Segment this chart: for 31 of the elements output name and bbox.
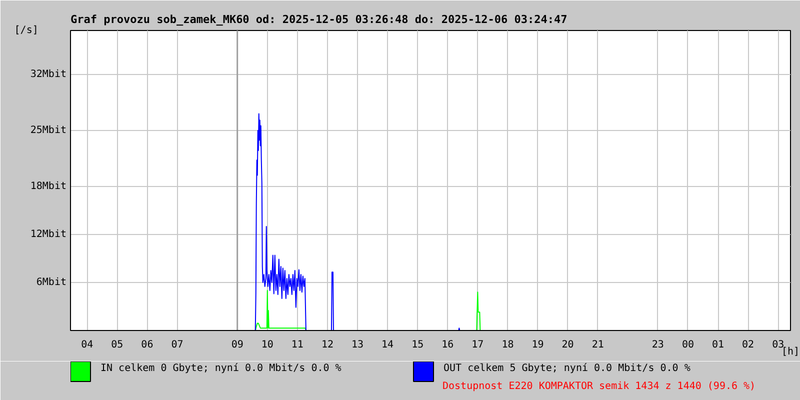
x-tick-label: 21 — [592, 340, 604, 350]
y-tick-label: 18Mbit — [30, 181, 66, 192]
x-tick-label: 17 — [472, 340, 484, 350]
x-tick-label: 05 — [111, 340, 124, 350]
x-tick-label: 04 — [81, 340, 94, 350]
text: Dostupnost E220 KOMPAKTOR semik 1434 z 1440 (99.6 %) — [442, 381, 756, 392]
x-tick-label: 00 — [682, 340, 694, 350]
x-tick-label: 11 — [291, 340, 304, 350]
y-axis-title: [/s] — [14, 25, 38, 36]
legend-label: OUT celkem 5 Gbyte; nyní 0.0 Mbit/s 0.0 % — [444, 363, 690, 374]
legend-label: IN celkem 0 Gbyte; nyní 0.0 Mbit/s 0.0 % — [100, 363, 342, 374]
x-tick-label: 10 — [261, 340, 274, 350]
x-tick-label: 13 — [351, 340, 364, 350]
chart-title: Graf provozu sob_zamek_MK60 od: 2025-12-05 03:26:48 do: 2025-12-06 03:24:47 — [70, 13, 568, 26]
x-tick-label: 01 — [712, 340, 724, 350]
x-tick-label: 20 — [562, 340, 574, 350]
y-tick-label: 6Mbit — [36, 277, 67, 288]
x-tick-label: 09 — [231, 340, 244, 350]
x-tick-label: 15 — [412, 340, 424, 350]
y-tick-label: 32Mbit — [30, 69, 66, 80]
x-tick-label: 18 — [502, 340, 514, 350]
x-tick-label: 07 — [171, 340, 184, 350]
x-tick-label: 14 — [382, 340, 394, 350]
x-tick-label: 02 — [742, 340, 754, 350]
x-tick-label: 06 — [141, 340, 154, 350]
x-tick-label: 19 — [532, 340, 544, 350]
x-tick-label: 12 — [321, 340, 334, 350]
y-tick-label: 12Mbit — [30, 229, 66, 240]
x-tick-label: 23 — [652, 340, 664, 350]
x-tick-label: 16 — [442, 340, 454, 350]
y-tick-label: 25Mbit — [30, 125, 66, 136]
